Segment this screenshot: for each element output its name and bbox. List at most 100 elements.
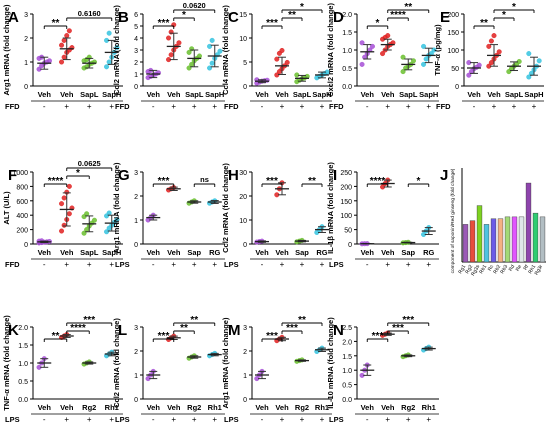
y-tick-label: 0.5	[18, 379, 28, 386]
data-point	[114, 217, 120, 223]
y-tick-label: 100	[447, 48, 459, 55]
data-point	[59, 59, 65, 65]
treatment-sign: +	[426, 260, 431, 269]
x-tick-label: Rf	[523, 263, 531, 271]
data-point	[491, 33, 497, 39]
x-tick-label: Rb1	[478, 264, 488, 275]
data-point	[279, 47, 285, 53]
panel-letter: A	[8, 9, 19, 26]
group-label: SapL	[399, 90, 418, 99]
y-tick-label: 0	[24, 84, 28, 91]
treatment-sign: +	[192, 415, 197, 424]
y-tick-label: 0.5	[342, 383, 352, 390]
data-point	[400, 54, 406, 60]
bar	[539, 216, 546, 263]
group-label: SapH	[205, 90, 224, 99]
significance-label: **	[190, 315, 198, 326]
treatment-sign: +	[212, 102, 217, 111]
group-label: Veh	[60, 248, 74, 257]
y-tick-label: 0	[134, 242, 138, 249]
group-label: Veh	[255, 248, 269, 257]
significance-label: *	[76, 168, 80, 179]
bar	[469, 220, 476, 263]
y-tick-label: 1.0	[18, 361, 28, 368]
y-tick-label: 400	[16, 213, 28, 220]
group-label: Veh	[147, 90, 161, 99]
group-label: Rg2	[187, 403, 201, 412]
treatment-sign: +	[192, 260, 197, 269]
treatment-label: FFD	[115, 102, 130, 111]
y-axis-label: Ccl2 mRNA (fold change)	[112, 5, 121, 95]
y-tick-label: 3	[243, 325, 247, 332]
group-label: RG	[209, 248, 220, 257]
group-label: Rh1	[208, 403, 222, 412]
treatment-sign: +	[87, 102, 92, 111]
y-axis-label: Ccl4 mRNA (fold change)	[221, 5, 230, 95]
data-point	[64, 33, 70, 39]
data-point	[104, 229, 110, 235]
panel-g: G 0 1 2 3 Arg1 mRNA (fold change) Veh - Veh + Sap +…	[112, 162, 225, 269]
bar	[511, 216, 518, 263]
data-point	[526, 51, 532, 57]
treatment-sign: +	[192, 102, 197, 111]
data-point	[66, 211, 72, 217]
data-point	[284, 59, 290, 65]
y-tick-label: 3	[134, 325, 138, 332]
panel-letter: D	[333, 9, 344, 26]
panel-b: B 0 1 2 3 4 5 6 Ccl2 mRNA (fold change) Veh - Veh + S…	[112, 1, 225, 111]
y-tick-label: 200	[447, 12, 459, 19]
data-point	[431, 47, 437, 53]
group-label: Veh	[275, 90, 289, 99]
treatment-sign: +	[406, 102, 411, 111]
data-point	[421, 43, 427, 49]
data-point	[168, 52, 174, 58]
y-tick-label: 600	[16, 199, 28, 206]
data-point	[274, 56, 280, 62]
panel-k: K 0.0 0.5 1.0 1.5 2.0 TNF-α mRNA (fold change)…	[2, 315, 123, 424]
treatment-label: LPS	[224, 415, 239, 424]
panel-a: A 0 1 2 3 Arg1 mRNA (fold change) Veh - Veh + SapL…	[2, 4, 123, 111]
treatment-label: LPS	[115, 260, 130, 269]
significance-label: ****	[48, 176, 64, 187]
data-point	[46, 58, 52, 64]
data-point	[61, 222, 67, 228]
treatment-sign: +	[171, 260, 176, 269]
treatment-sign: +	[212, 260, 217, 269]
y-tick-label: 5	[134, 24, 138, 31]
y-axis-label: Ccl2 mRNA (fold change)	[221, 163, 230, 253]
treatment-label: LPS	[224, 260, 239, 269]
y-tick-label: 1	[243, 373, 247, 380]
group-label: Sap	[401, 248, 415, 257]
data-point	[176, 40, 182, 46]
y-tick-label: 50	[344, 228, 352, 235]
y-tick-label: 1.5	[342, 30, 352, 37]
treatment-sign: +	[320, 260, 325, 269]
data-point	[209, 60, 215, 66]
treatment-sign: -	[43, 102, 46, 111]
panel-f: F 0 200 400 600 800 1000 ALT (U/L) Veh - Veh + SapL +…	[2, 159, 123, 269]
significance-label: *	[182, 10, 186, 21]
data-point	[359, 40, 365, 46]
panel-letter: K	[8, 322, 19, 339]
bar	[497, 218, 504, 263]
significance-label: *	[376, 18, 380, 29]
group-label: RG	[316, 248, 327, 257]
bar	[504, 216, 511, 263]
treatment-sign: -	[43, 415, 46, 424]
y-tick-label: 0	[243, 397, 247, 404]
treatment-sign: -	[261, 102, 264, 111]
treatment-sign: +	[300, 415, 305, 424]
y-axis-label: Arg1 mRNA (fold change)	[112, 162, 121, 253]
x-tick-label: Rd	[508, 264, 517, 273]
treatment-sign: +	[64, 260, 69, 269]
treatment-sign: +	[280, 102, 285, 111]
group-label: Sap	[187, 248, 201, 257]
y-axis-label: ALT (U/L)	[2, 191, 11, 225]
significance-label: ***	[266, 176, 278, 187]
group-label: Veh	[147, 248, 161, 257]
y-axis-label: IL-10 mRNA (fold change)	[326, 317, 335, 409]
significance-label: **	[298, 315, 306, 326]
treatment-label: LPS	[5, 415, 20, 424]
x-tick-label: Rc	[487, 264, 496, 273]
